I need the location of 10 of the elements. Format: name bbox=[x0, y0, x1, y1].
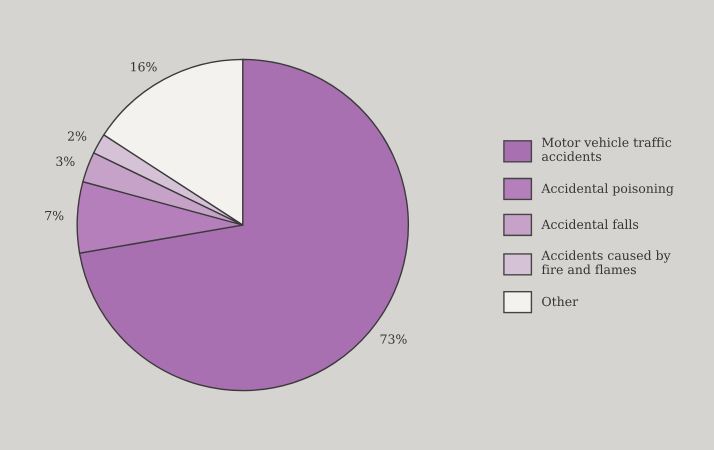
legend-label: Other bbox=[542, 296, 578, 306]
legend-label: Accidental falls bbox=[541, 219, 638, 229]
data-label: 16% bbox=[131, 62, 157, 72]
data-label: 2% bbox=[68, 131, 86, 141]
legend-label: Accidents caused by fire and flames bbox=[541, 250, 671, 274]
data-label: 3% bbox=[56, 156, 75, 166]
data-label: 7% bbox=[45, 210, 64, 220]
legend-label: Accidental poisoning bbox=[541, 183, 674, 196]
legend-label: Motor vehicle traffic accidents bbox=[542, 137, 672, 162]
data-label: 73% bbox=[380, 334, 407, 344]
